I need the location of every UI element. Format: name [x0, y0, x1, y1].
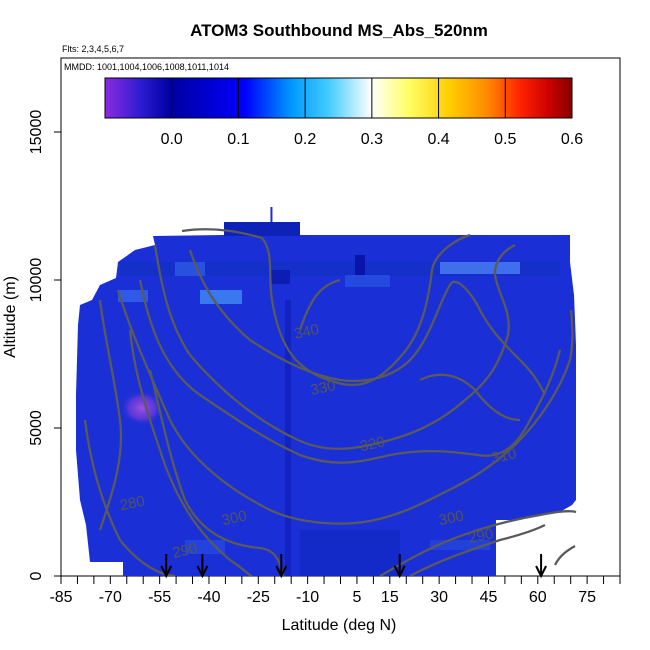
colorbar-tick-label: 0.6	[561, 131, 583, 148]
contour-label: 290	[467, 525, 495, 547]
heatmap-light-spot	[118, 290, 148, 302]
colorbar-tick-label: 0.5	[494, 131, 516, 148]
contour-label: 310	[490, 445, 518, 467]
x-tick-label: -55	[148, 589, 171, 606]
contour-line	[116, 289, 574, 525]
profile-marker-head	[196, 565, 209, 579]
contour-label: 300	[437, 507, 465, 529]
flights-label: Flts: 2,3,4,5,6,7	[62, 44, 124, 54]
contour-line	[138, 279, 562, 464]
contour-label: 320	[358, 433, 386, 455]
contour-line	[409, 523, 546, 576]
profile-markers	[160, 207, 547, 579]
heatmap-light-spot	[440, 262, 520, 274]
heatmap-purple-spot	[120, 390, 164, 426]
contour-line	[419, 373, 521, 422]
heatmap-field	[76, 222, 576, 576]
y-axis: 0 5000 10000 15000	[28, 110, 61, 580]
dates-label: MMDD: 1001,1004,1006,1008,1011,1014	[64, 62, 229, 72]
heatmap-light-spot	[345, 275, 390, 287]
y-tick-label: 15000	[28, 110, 45, 155]
chart-title: ATOM3 Southbound MS_Abs_520nm	[190, 21, 488, 40]
contour-line	[148, 369, 285, 576]
colorbar-tick-label: 0.3	[361, 131, 383, 148]
heatmap-light-spot	[430, 540, 490, 550]
heatmap-band	[224, 222, 300, 236]
x-tick-label: 5	[352, 589, 361, 606]
contour-line	[379, 510, 577, 576]
contour-line	[83, 419, 176, 576]
contour-label: 290	[171, 540, 199, 562]
x-tick-label: 75	[578, 589, 596, 606]
heatmap-light-spot	[185, 540, 225, 554]
contour-line	[188, 249, 547, 396]
colorbar-tick-label: 0.2	[294, 131, 316, 148]
colorbar-tick-label: 0.4	[427, 131, 449, 148]
x-tick-label: -10	[296, 589, 319, 606]
colorbar	[104, 77, 573, 119]
x-tick-label: -70	[99, 589, 122, 606]
x-tick-label: -25	[247, 589, 270, 606]
contour-line	[98, 299, 123, 531]
heatmap-coverage	[76, 222, 576, 576]
contour-label: 300	[220, 507, 248, 529]
colorbar-tick-label: 0.0	[161, 131, 183, 148]
heatmap-band	[270, 270, 290, 284]
x-tick-label: 15	[381, 589, 399, 606]
heatmap-band	[285, 300, 291, 576]
x-tick-label: -40	[197, 589, 220, 606]
contour-label: 340	[293, 321, 321, 343]
contour-line	[181, 228, 471, 387]
y-tick-label: 0	[28, 571, 45, 580]
contour-label: 280	[118, 493, 146, 515]
profile-marker-head	[160, 565, 173, 579]
contour-line	[153, 243, 516, 450]
heatmap-light-spot	[200, 290, 242, 304]
contour-line	[298, 278, 341, 331]
contour-lines	[83, 228, 577, 576]
x-tick-label: 60	[529, 589, 547, 606]
profile-marker-head	[275, 565, 288, 579]
x-tick-label: 30	[430, 589, 448, 606]
contour-line	[553, 545, 576, 566]
x-tick-label: -85	[49, 589, 72, 606]
heatmap-band	[300, 530, 400, 576]
colorbar-tick-label: 0.1	[227, 131, 249, 148]
x-axis-label: Latitude (deg N)	[282, 617, 397, 634]
x-axis: -85 -70 -55 -40 -25 -10 5 15 30 45 60 75	[49, 576, 621, 606]
y-tick-label: 10000	[28, 258, 45, 303]
contour-label: 330	[309, 377, 337, 399]
colorbar-ticks: 0.0 0.1 0.2 0.3 0.4 0.5 0.6	[161, 78, 583, 148]
y-tick-label: 5000	[28, 410, 45, 446]
heatmap-band	[355, 255, 365, 275]
y-axis-label: Altitude (m)	[2, 276, 19, 358]
contour-line	[128, 329, 253, 576]
x-tick-label: 45	[480, 589, 498, 606]
profile-marker-head	[393, 565, 406, 579]
profile-marker-head	[535, 565, 547, 579]
